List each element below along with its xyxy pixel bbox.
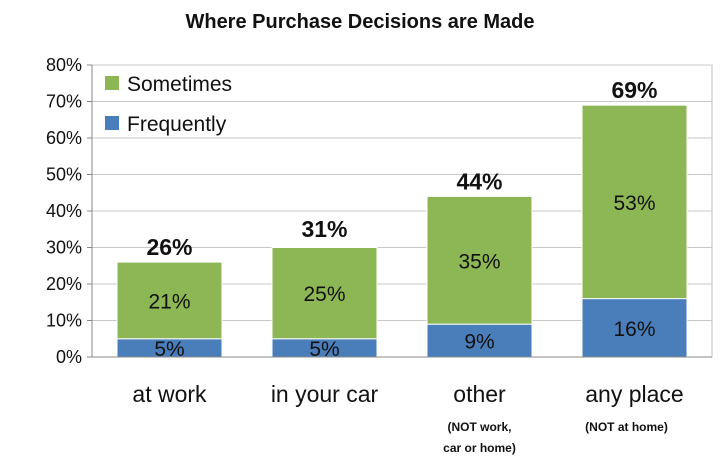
legend: Sometimes Frequently	[105, 73, 232, 136]
data-label-sometimes: 21%	[148, 290, 190, 313]
bar-total-label: 26%	[146, 234, 192, 260]
bar-total-label: 31%	[301, 216, 347, 242]
y-tick-label: 10%	[46, 311, 82, 331]
y-tick-label: 20%	[46, 274, 82, 294]
y-tick-label: 80%	[46, 55, 82, 75]
data-label-sometimes: 25%	[303, 283, 345, 306]
y-axis: 0% 10% 20% 30% 40% 50% 60% 70% 80%	[46, 55, 92, 367]
y-tick-label: 60%	[46, 128, 82, 148]
data-label-frequently: 16%	[613, 318, 655, 341]
chart-title: Where Purchase Decisions are Made	[185, 11, 534, 33]
y-tick-label: 70%	[46, 92, 82, 112]
x-category-label: at work	[132, 381, 207, 407]
legend-label-sometimes: Sometimes	[127, 73, 232, 96]
data-label-sometimes: 53%	[613, 192, 655, 215]
y-tick-label: 30%	[46, 238, 82, 258]
bar-total-label: 69%	[611, 77, 657, 103]
x-category-sublabel: (NOT at home)	[585, 420, 668, 434]
x-category-label: other	[453, 381, 506, 407]
data-label-sometimes: 35%	[458, 250, 500, 273]
x-category-label: any place	[585, 381, 683, 407]
data-label-frequently: 9%	[464, 331, 494, 354]
legend-label-frequently: Frequently	[127, 113, 227, 136]
y-tick-label: 0%	[56, 347, 82, 367]
x-axis: at work in your car other (NOT work, car or …	[92, 357, 712, 455]
x-category-sublabel: (NOT work,	[447, 420, 511, 434]
y-tick-label: 50%	[46, 165, 82, 185]
legend-swatch-frequently	[105, 116, 119, 130]
bar-total-label: 44%	[456, 168, 502, 194]
y-tick-label: 40%	[46, 201, 82, 221]
legend-swatch-sometimes	[105, 76, 119, 90]
x-category-label: in your car	[271, 381, 379, 407]
x-category-sublabel: car or home)	[443, 441, 516, 455]
